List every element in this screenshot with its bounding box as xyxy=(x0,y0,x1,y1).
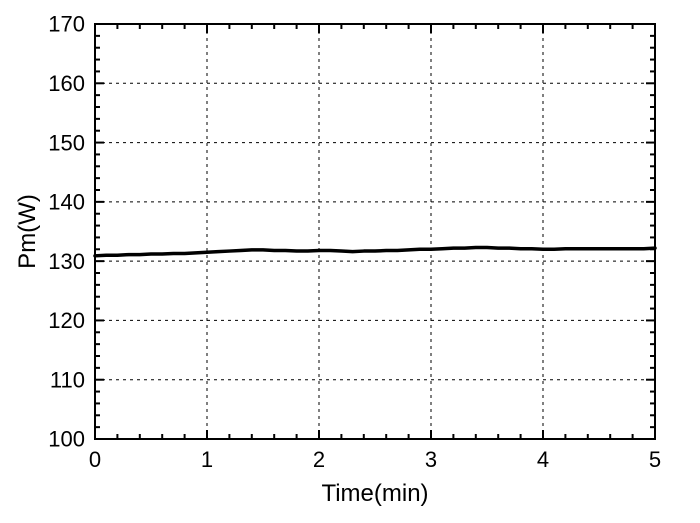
y-tick-label: 100 xyxy=(48,427,85,452)
x-tick-label: 2 xyxy=(313,447,325,472)
x-axis-label: Time(min) xyxy=(321,480,428,507)
y-tick-label: 110 xyxy=(50,367,85,392)
y-tick-label: 170 xyxy=(48,12,85,37)
pm-time-line-chart: 0 1 2 3 4 5 100 110 120 130 140 150 160 170 Time(min) P… xyxy=(0,0,700,523)
y-tick-label: 120 xyxy=(48,308,85,333)
y-tick-label: 150 xyxy=(48,130,85,155)
x-tick-label: 4 xyxy=(537,447,549,472)
y-axis-label: Pm(W) xyxy=(14,194,41,269)
x-tick-label: 1 xyxy=(201,447,213,472)
y-tick-label: 140 xyxy=(48,190,85,215)
x-tick-label: 3 xyxy=(425,447,437,472)
x-tick-label: 0 xyxy=(89,447,101,472)
y-tick-label: 130 xyxy=(48,249,85,274)
y-tick-label: 160 xyxy=(48,71,85,96)
x-tick-label: 5 xyxy=(649,447,661,472)
